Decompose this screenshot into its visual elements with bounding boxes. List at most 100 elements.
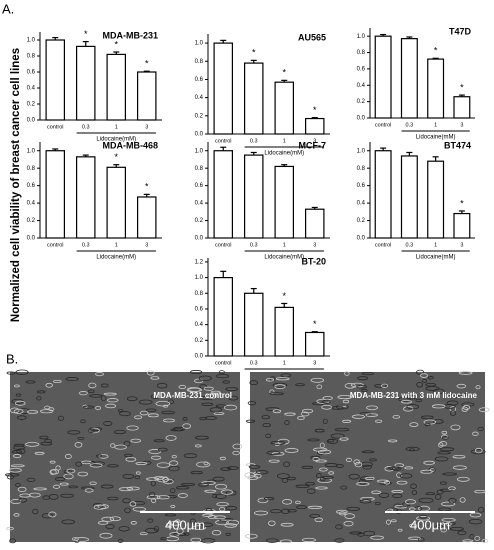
cell xyxy=(363,530,376,537)
cell xyxy=(200,538,216,544)
cell xyxy=(470,449,486,455)
cell xyxy=(10,464,25,468)
cell xyxy=(93,504,107,510)
cell xyxy=(391,466,402,471)
cell xyxy=(204,489,217,493)
cell xyxy=(370,535,384,540)
cell xyxy=(161,410,175,415)
cell xyxy=(105,524,115,530)
bar xyxy=(374,35,392,119)
cell xyxy=(342,399,350,404)
significance-mark: * xyxy=(145,59,149,69)
cell xyxy=(265,433,272,439)
cell xyxy=(72,537,79,541)
cell xyxy=(134,475,141,480)
cell xyxy=(132,506,147,512)
cell xyxy=(263,497,275,501)
cell xyxy=(146,494,161,500)
cell xyxy=(348,473,360,480)
cell xyxy=(10,499,22,505)
cell xyxy=(40,441,53,446)
cell xyxy=(415,398,423,403)
cell xyxy=(478,407,490,413)
cell xyxy=(122,473,135,479)
cell xyxy=(170,504,176,508)
cell xyxy=(420,373,429,378)
cell xyxy=(225,532,231,536)
x-axis-label: Lidocaine(mM) xyxy=(416,135,456,141)
y-tick-label: 0.8 xyxy=(195,59,204,65)
cell xyxy=(287,509,297,513)
cell xyxy=(416,369,425,375)
cell xyxy=(215,519,229,526)
cell xyxy=(440,527,447,533)
cell xyxy=(135,471,141,475)
cell xyxy=(224,404,238,411)
cell xyxy=(337,395,352,400)
cell xyxy=(222,380,230,384)
cell xyxy=(202,513,214,517)
cell xyxy=(138,399,153,405)
cell xyxy=(75,461,83,467)
cell xyxy=(439,481,447,485)
cell xyxy=(319,442,325,449)
cell xyxy=(425,386,440,391)
significance-mark: * xyxy=(84,29,88,39)
bar xyxy=(274,165,295,239)
cell xyxy=(295,500,301,504)
x-tick-label: control xyxy=(215,138,232,144)
cell xyxy=(160,537,168,541)
cell xyxy=(330,433,345,439)
cell xyxy=(207,515,217,519)
cell xyxy=(351,414,366,419)
cell xyxy=(282,499,293,505)
cell xyxy=(84,488,94,493)
cell xyxy=(50,468,59,475)
cell xyxy=(182,417,188,421)
cell xyxy=(170,488,176,494)
cell xyxy=(358,478,367,485)
cell xyxy=(145,408,157,413)
cell xyxy=(63,469,72,474)
y-tick-label: 0.6 xyxy=(357,66,366,72)
cell xyxy=(15,400,26,406)
cell xyxy=(147,518,154,523)
y-tick-label: 1.0 xyxy=(357,148,366,154)
cell xyxy=(474,447,483,454)
cell xyxy=(130,438,142,443)
y-tick-label: 0.0 xyxy=(357,116,366,122)
cell xyxy=(309,513,321,518)
cell xyxy=(100,383,109,388)
cell xyxy=(9,538,17,544)
cell xyxy=(5,473,20,477)
y-tick-label: 0.4 xyxy=(27,86,36,92)
cell xyxy=(34,451,45,455)
x-tick-label: 1 xyxy=(115,242,118,248)
y-axis-label: Normalized cell viability of breast canc… xyxy=(10,48,22,322)
cell xyxy=(365,413,378,417)
cell xyxy=(394,505,408,509)
significance-mark: * xyxy=(282,291,286,301)
cell xyxy=(157,447,168,452)
cell xyxy=(153,476,165,480)
cell xyxy=(356,384,367,389)
bar xyxy=(244,292,264,357)
cell xyxy=(215,373,230,379)
x-tick-label: 3 xyxy=(313,242,316,248)
cell xyxy=(405,394,417,400)
cell xyxy=(232,443,243,450)
x-tick-label: 3 xyxy=(313,138,316,144)
cell xyxy=(61,519,76,525)
cell xyxy=(416,516,431,521)
cell xyxy=(477,426,484,432)
cell xyxy=(13,384,20,388)
x-axis-label: Lidocaine(mM) xyxy=(416,255,456,261)
cell xyxy=(374,501,381,506)
cell xyxy=(60,493,74,498)
cell xyxy=(375,419,383,423)
cell xyxy=(163,418,175,423)
bar xyxy=(305,208,325,239)
cell xyxy=(192,525,207,531)
cell xyxy=(335,464,344,468)
